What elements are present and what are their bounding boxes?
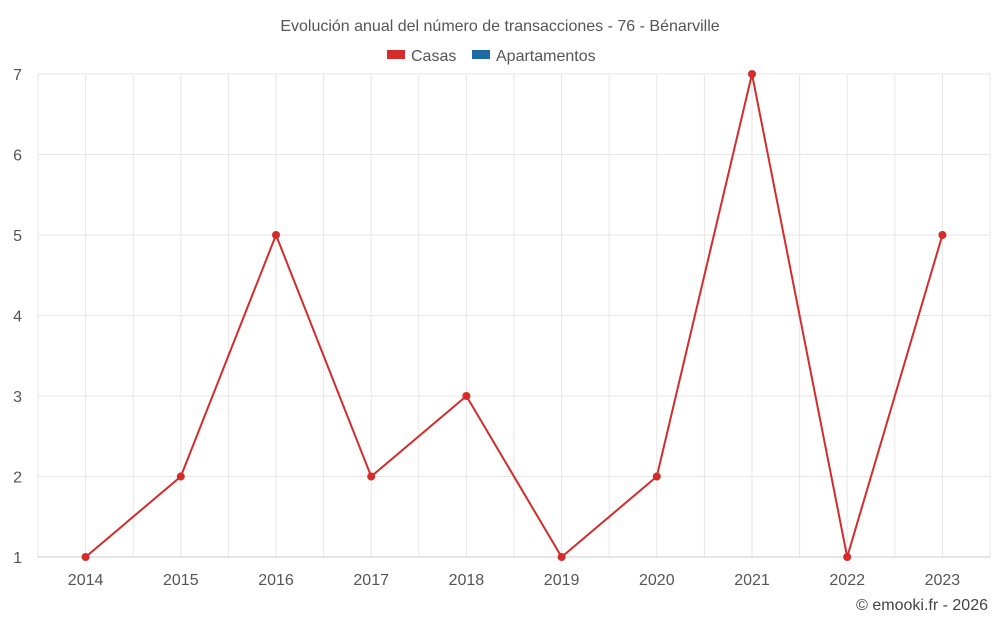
legend-swatch-apartamentos bbox=[472, 50, 490, 59]
data-point-casas[interactable] bbox=[557, 553, 566, 561]
y-tick-label: 7 bbox=[13, 67, 22, 84]
axes: 1 2 3 4 5 6 7 2014 2015 2016 2017 2018 2019 2020 2021 2… bbox=[13, 67, 990, 589]
legend: Casas Apartamentos bbox=[387, 48, 596, 65]
data-point-casas[interactable] bbox=[652, 472, 661, 481]
data-point-casas[interactable] bbox=[176, 472, 185, 481]
y-tick-label: 3 bbox=[13, 389, 22, 406]
x-tick-label: 2020 bbox=[639, 572, 675, 589]
x-tick-label: 2015 bbox=[163, 572, 199, 589]
grid bbox=[37, 73, 991, 557]
legend-label-casas: Casas bbox=[411, 48, 456, 65]
legend-item-casas[interactable]: Casas bbox=[387, 48, 456, 65]
y-tick-label: 2 bbox=[13, 470, 22, 487]
x-tick-label: 2021 bbox=[734, 572, 770, 589]
x-tick-label: 2014 bbox=[68, 572, 104, 589]
data-point-casas[interactable] bbox=[748, 70, 756, 78]
data-point-casas[interactable] bbox=[843, 553, 852, 561]
x-tick-label: 2019 bbox=[544, 572, 580, 589]
data-point-casas[interactable] bbox=[272, 231, 280, 239]
data-point-casas[interactable] bbox=[462, 392, 471, 400]
y-tick-label: 5 bbox=[13, 228, 22, 245]
y-tick-label: 4 bbox=[13, 309, 22, 326]
data-point-casas[interactable] bbox=[81, 553, 90, 561]
legend-swatch-casas bbox=[387, 50, 405, 59]
legend-item-apartamentos[interactable]: Apartamentos bbox=[472, 48, 596, 65]
legend-label-apartamentos: Apartamentos bbox=[496, 48, 596, 65]
y-tick-label: 1 bbox=[13, 550, 22, 567]
data-point-casas[interactable] bbox=[367, 472, 376, 481]
x-tick-label: 2016 bbox=[258, 572, 294, 589]
credit-text: © emooki.fr - 2026 bbox=[856, 597, 988, 614]
series bbox=[81, 70, 947, 561]
x-tick-label: 2022 bbox=[829, 572, 865, 589]
x-tick-label: 2018 bbox=[449, 572, 485, 589]
x-tick-label: 2023 bbox=[925, 572, 961, 589]
x-tick-label: 2017 bbox=[353, 572, 389, 589]
data-point-casas[interactable] bbox=[938, 231, 947, 239]
chart-title: Evolución anual del número de transaccio… bbox=[280, 18, 719, 35]
series-line-casas bbox=[84, 73, 944, 559]
y-tick-label: 6 bbox=[13, 148, 22, 165]
